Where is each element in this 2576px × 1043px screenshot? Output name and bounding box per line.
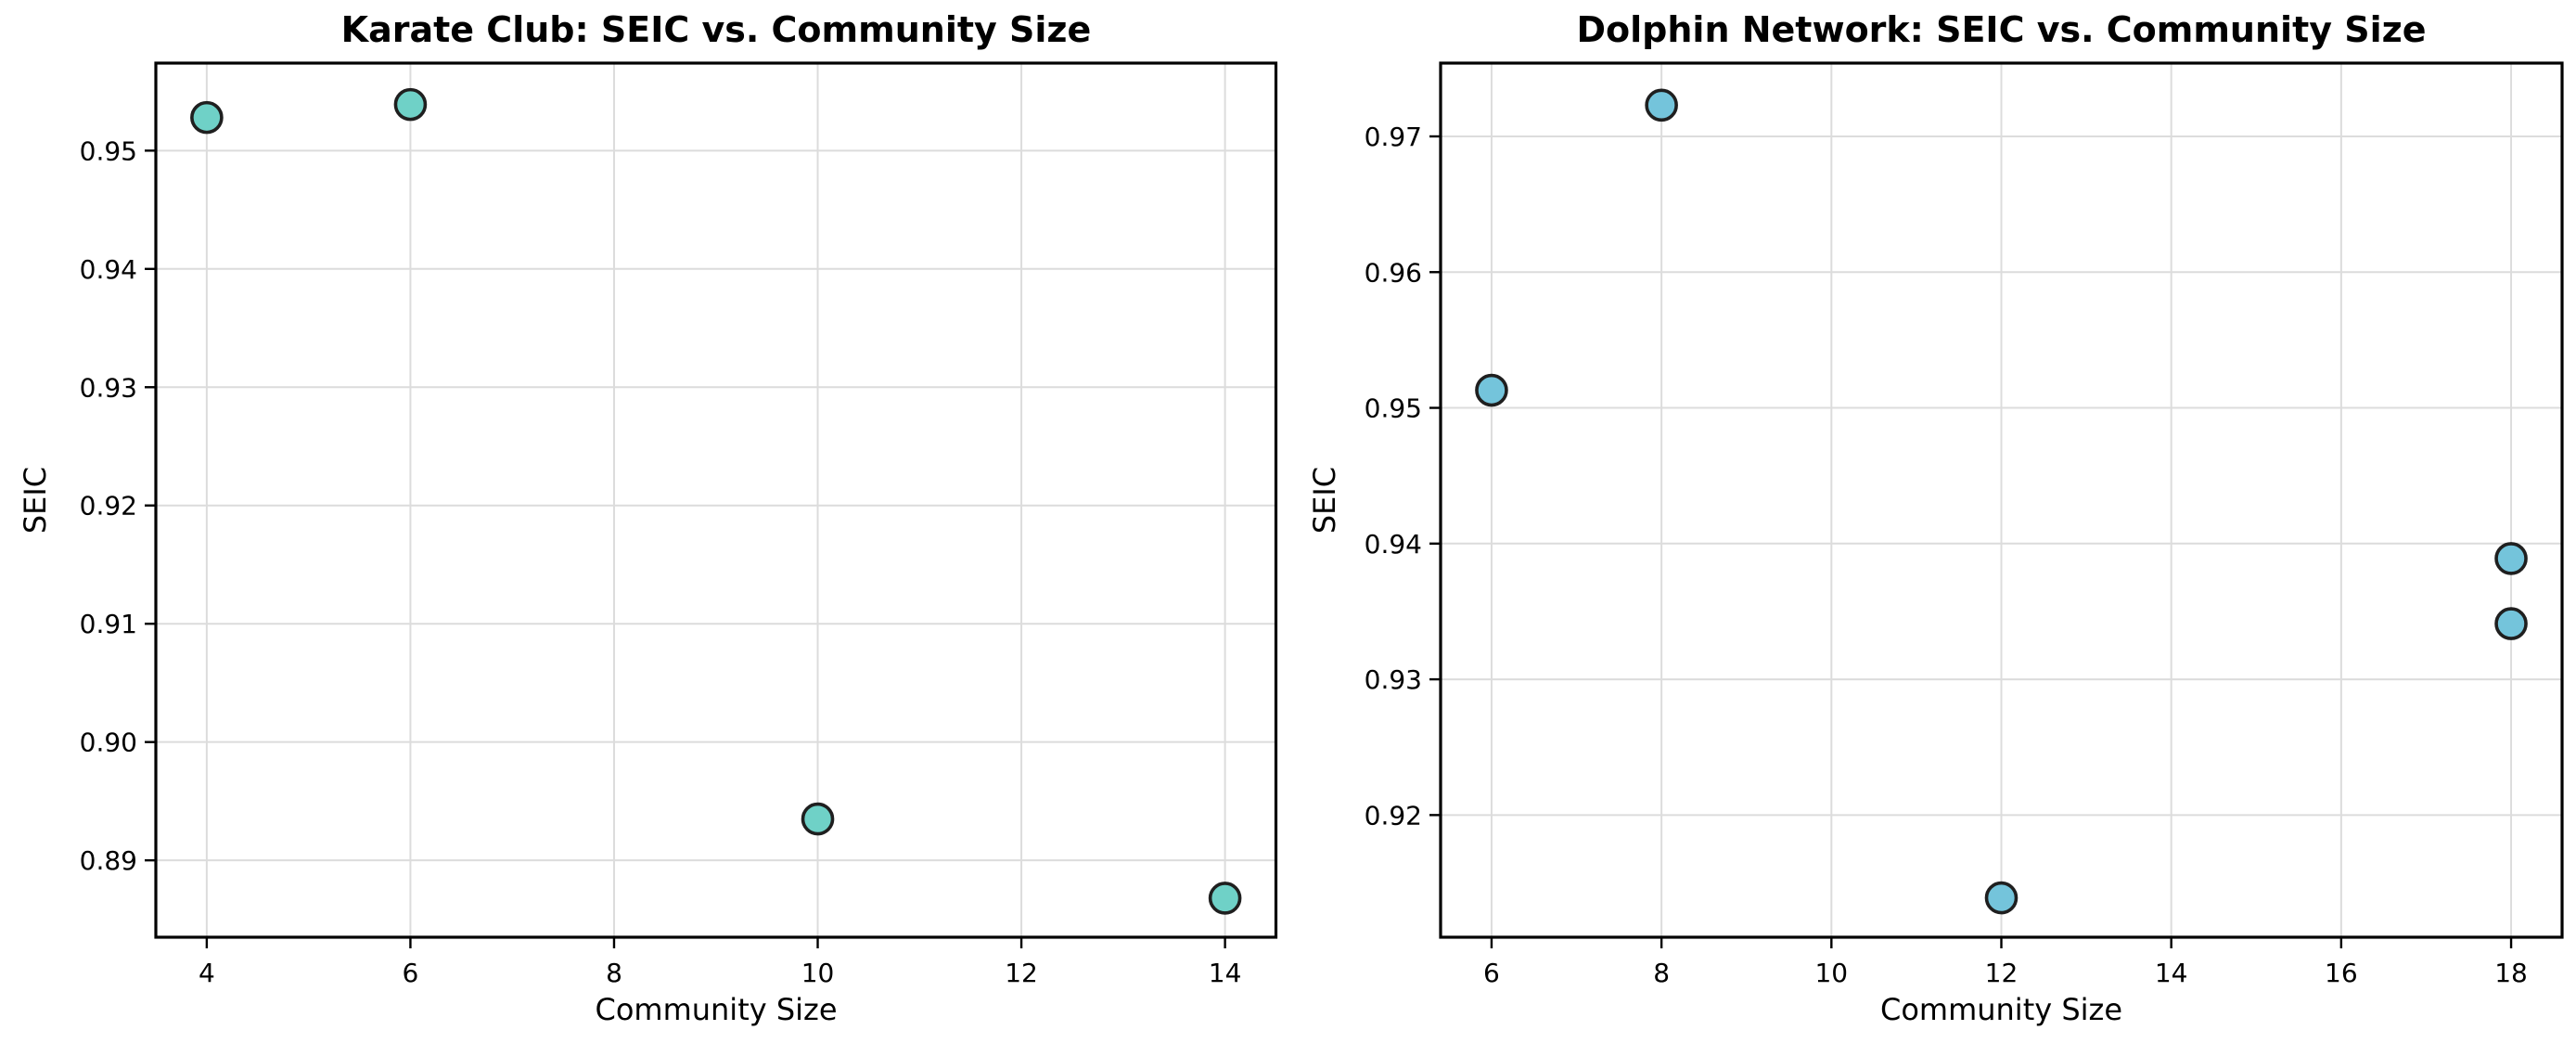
karate-x-tick-label: 8 — [606, 958, 622, 988]
dolphin-yaxis-label: SEIC — [1307, 466, 1342, 534]
dolphin-x-tick-label: 14 — [2155, 958, 2188, 988]
dolphin-x-tick-label: 8 — [1653, 958, 1670, 988]
dolphin-x-tick-label: 16 — [2325, 958, 2358, 988]
dolphin-y-tick-label: 0.93 — [1365, 664, 1422, 695]
karate-x-tick-label: 10 — [801, 958, 835, 988]
karate-y-tick-label: 0.94 — [80, 254, 137, 285]
karate-y-tick-label: 0.95 — [80, 135, 137, 166]
karate-scatter-point — [1208, 882, 1242, 915]
karate-y-tick-label: 0.89 — [80, 845, 137, 876]
dolphin-scatter-point — [2494, 542, 2528, 575]
karate-scatter-point — [190, 100, 224, 135]
dolphin-scatter-point — [2494, 607, 2528, 640]
dolphin-plot-title: Dolphin Network: SEIC vs. Community Size — [1576, 9, 2427, 50]
karate-axes-spines — [154, 61, 1278, 939]
dolphin-x-tick-label: 12 — [1985, 958, 2019, 988]
karate-x-tick-label: 12 — [1005, 958, 1038, 988]
karate-xaxis-label: Community Size — [595, 992, 838, 1027]
karate-y-tick-label: 0.91 — [80, 609, 137, 639]
karate-scatter-point — [801, 802, 835, 836]
karate-y-tick-label: 0.92 — [80, 491, 137, 522]
dolphin-xaxis-label: Community Size — [1879, 992, 2123, 1027]
karate-x-tick-label: 6 — [403, 958, 419, 988]
karate-x-tick-label: 4 — [199, 958, 215, 988]
karate-y-tick-label: 0.93 — [80, 372, 137, 403]
karate-scatter-point — [393, 87, 428, 122]
dolphin-y-tick-label: 0.92 — [1365, 800, 1422, 831]
dolphin-scatter-point — [1645, 88, 1678, 122]
dolphin-x-tick-label: 18 — [2494, 958, 2528, 988]
dolphin-y-tick-label: 0.95 — [1365, 393, 1422, 424]
karate-x-tick-label: 14 — [1209, 958, 1242, 988]
dolphin-scatter-point — [1984, 881, 2019, 915]
dolphin-y-tick-label: 0.94 — [1365, 529, 1422, 560]
karate-yaxis-label: SEIC — [18, 466, 53, 534]
dolphin-y-tick-label: 0.96 — [1365, 257, 1422, 288]
karate-y-tick-label: 0.90 — [80, 728, 137, 758]
dolphin-x-tick-label: 10 — [1814, 958, 1848, 988]
dolphin-y-tick-label: 0.97 — [1365, 122, 1422, 152]
dolphin-x-tick-label: 6 — [1483, 958, 1500, 988]
karate-plot-title: Karate Club: SEIC vs. Community Size — [340, 9, 1092, 50]
dolphin-scatter-point — [1475, 373, 1508, 407]
